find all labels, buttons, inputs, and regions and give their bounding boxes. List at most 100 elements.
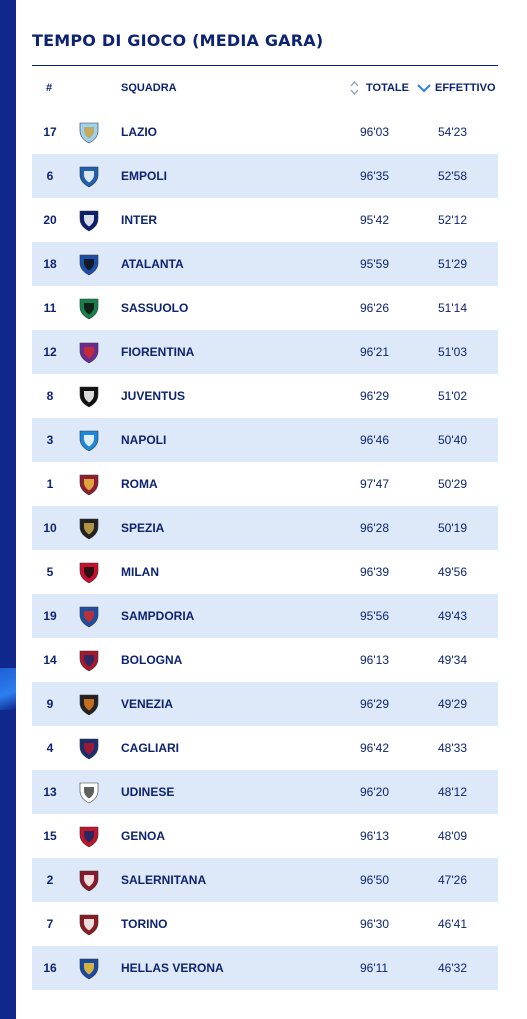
inter-crest-icon (79, 210, 99, 232)
row-rank: 1 (46, 477, 54, 491)
juventus-crest-icon (79, 386, 99, 408)
table-row[interactable]: 8 JUVENTUS 96'29 51'02 (32, 374, 498, 418)
row-team[interactable]: EMPOLI (121, 169, 168, 183)
napoli-crest-icon (79, 430, 99, 452)
row-rank: 14 (43, 653, 57, 667)
table-row[interactable]: 17 LAZIO 96'03 54'23 (32, 110, 498, 154)
table-row[interactable]: 14 BOLOGNA 96'13 49'34 (32, 638, 498, 682)
table-row[interactable]: 15 GENOA 96'13 48'09 (32, 814, 498, 858)
row-team[interactable]: UDINESE (121, 785, 175, 799)
table-row[interactable]: 1 ROMA 97'47 50'29 (32, 462, 498, 506)
row-rank: 20 (43, 213, 57, 227)
milan-crest-icon (79, 562, 99, 584)
table-row[interactable]: 7 TORINO 96'30 46'41 (32, 902, 498, 946)
row-effective-time: 51'03 (438, 345, 467, 359)
row-team[interactable]: SALERNITANA (121, 873, 207, 887)
row-rank: 11 (43, 301, 57, 315)
hellas-verona-crest-icon (79, 958, 99, 980)
table-row[interactable]: 11 SASSUOLO 96'26 51'14 (32, 286, 498, 330)
row-rank: 7 (46, 917, 54, 931)
table-row[interactable]: 18 ATALANTA 95'59 51'29 (32, 242, 498, 286)
sassuolo-crest-icon (79, 298, 99, 320)
cagliari-crest-icon (79, 738, 99, 760)
row-rank: 12 (43, 345, 57, 359)
table-row[interactable]: 19 SAMPDORIA 95'56 49'43 (32, 594, 498, 638)
row-total-time: 95'56 (360, 609, 389, 623)
row-total-time: 96'46 (360, 433, 389, 447)
row-total-time: 96'11 (360, 961, 389, 975)
row-team[interactable]: HELLAS VERONA (121, 961, 224, 975)
row-team[interactable]: ATALANTA (121, 257, 184, 271)
sort-updown-icon[interactable] (350, 80, 359, 96)
row-rank: 10 (43, 521, 57, 535)
page-title: TEMPO DI GIOCO (MEDIA GARA) (32, 31, 324, 50)
row-team[interactable]: ROMA (121, 477, 158, 491)
header-effective[interactable]: EFFETTIVO (435, 82, 496, 94)
row-rank: 9 (46, 697, 54, 711)
side-bar (0, 0, 16, 1019)
row-effective-time: 46'32 (438, 961, 467, 975)
table-row[interactable]: 10 SPEZIA 96'28 50'19 (32, 506, 498, 550)
row-effective-time: 51'14 (438, 301, 467, 315)
row-total-time: 95'59 (360, 257, 389, 271)
row-team[interactable]: NAPOLI (121, 433, 167, 447)
row-effective-time: 52'58 (438, 169, 467, 183)
row-total-time: 97'47 (360, 477, 389, 491)
fiorentina-crest-icon (79, 342, 99, 364)
row-team[interactable]: SPEZIA (121, 521, 165, 535)
header-rank: # (46, 82, 53, 94)
row-team[interactable]: VENEZIA (121, 697, 174, 711)
table-row[interactable]: 16 HELLAS VERONA 96'11 46'32 (32, 946, 498, 990)
torino-crest-icon (79, 914, 99, 936)
row-effective-time: 49'56 (438, 565, 467, 579)
row-effective-time: 54'23 (438, 125, 467, 139)
row-team[interactable]: GENOA (121, 829, 166, 843)
table-row[interactable]: 2 SALERNITANA 96'50 47'26 (32, 858, 498, 902)
row-team[interactable]: BOLOGNA (121, 653, 183, 667)
row-total-time: 96'42 (360, 741, 389, 755)
row-total-time: 96'35 (360, 169, 389, 183)
table-row[interactable]: 6 EMPOLI 96'35 52'58 (32, 154, 498, 198)
bologna-crest-icon (79, 650, 99, 672)
row-effective-time: 48'12 (438, 785, 467, 799)
row-team[interactable]: INTER (121, 213, 157, 227)
roma-crest-icon (79, 474, 99, 496)
row-rank: 15 (43, 829, 57, 843)
row-team[interactable]: SAMPDORIA (121, 609, 195, 623)
row-total-time: 96'39 (360, 565, 389, 579)
table-header: # SQUADRA TOTALE EFFETTIVO (32, 66, 498, 110)
table-row[interactable]: 3 NAPOLI 96'46 50'40 (32, 418, 498, 462)
venezia-crest-icon (79, 694, 99, 716)
row-rank: 18 (43, 257, 57, 271)
row-team[interactable]: MILAN (121, 565, 159, 579)
genoa-crest-icon (79, 826, 99, 848)
table-row[interactable]: 13 UDINESE 96'20 48'12 (32, 770, 498, 814)
table-row[interactable]: 12 FIORENTINA 96'21 51'03 (32, 330, 498, 374)
row-effective-time: 52'12 (438, 213, 467, 227)
header-team[interactable]: SQUADRA (121, 82, 177, 94)
table-row[interactable]: 9 VENEZIA 96'29 49'29 (32, 682, 498, 726)
row-total-time: 96'13 (360, 829, 389, 843)
row-rank: 13 (43, 785, 57, 799)
row-team[interactable]: SASSUOLO (121, 301, 189, 315)
row-team[interactable]: TORINO (121, 917, 168, 931)
row-total-time: 95'42 (360, 213, 389, 227)
row-team[interactable]: FIORENTINA (121, 345, 195, 359)
row-effective-time: 49'34 (438, 653, 467, 667)
empoli-crest-icon (79, 166, 99, 188)
header-total[interactable]: TOTALE (366, 82, 409, 94)
atalanta-crest-icon (79, 254, 99, 276)
row-total-time: 96'29 (360, 697, 389, 711)
row-total-time: 96'13 (360, 653, 389, 667)
row-effective-time: 50'40 (438, 433, 467, 447)
row-team[interactable]: CAGLIARI (121, 741, 179, 755)
row-effective-time: 48'09 (438, 829, 467, 843)
table-row[interactable]: 5 MILAN 96'39 49'56 (32, 550, 498, 594)
sort-desc-chevron-icon[interactable] (416, 80, 432, 96)
row-team[interactable]: JUVENTUS (121, 389, 186, 403)
row-rank: 5 (46, 565, 54, 579)
table-row[interactable]: 20 INTER 95'42 52'12 (32, 198, 498, 242)
row-rank: 8 (46, 389, 54, 403)
table-row[interactable]: 4 CAGLIARI 96'42 48'33 (32, 726, 498, 770)
row-team[interactable]: LAZIO (121, 125, 157, 139)
